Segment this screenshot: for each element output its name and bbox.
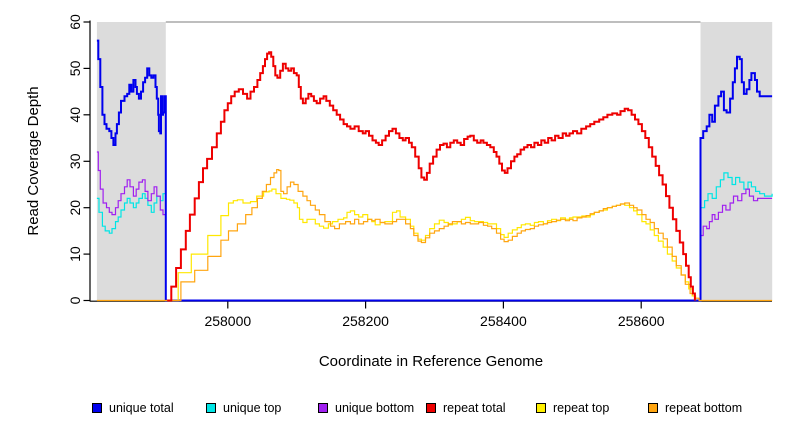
series-line-unique-top — [96, 193, 167, 301]
y-tick-label: 10 — [67, 246, 83, 262]
legend-item-label: unique top — [223, 401, 282, 415]
x-tick-label: 258400 — [480, 313, 527, 329]
shaded-unique-regions — [96, 22, 773, 301]
coverage-plot: 0 10 20 30 40 50 60 258000 258200 258400 258600 Co… — [25, 14, 773, 370]
y-tick-label: 30 — [67, 153, 83, 169]
legend-swatch-icon — [536, 403, 546, 413]
legend-item-label: repeat top — [553, 401, 610, 415]
x-tick-label: 258600 — [618, 313, 665, 329]
y-tick-label: 60 — [67, 14, 83, 30]
series-line-repeat-bottom — [96, 169, 773, 302]
y-tick-label: 20 — [67, 200, 83, 216]
series-lines — [96, 39, 773, 302]
x-tick-label: 258200 — [342, 313, 389, 329]
legend-swatch-icon — [318, 403, 328, 413]
legend-item-repeat-bottom: repeat bottom — [648, 401, 742, 415]
legend-item-repeat-total: repeat total — [426, 401, 506, 415]
legend-item-unique-top: unique top — [206, 401, 281, 415]
y-tick-label: 0 — [67, 296, 83, 304]
legend: unique total unique top unique bottom repea… — [0, 401, 792, 417]
legend-item-unique-bottom: unique bottom — [318, 401, 414, 415]
legend-item-repeat-top: repeat top — [536, 401, 609, 415]
x-tick-label: 258000 — [204, 313, 251, 329]
legend-item-label: repeat bottom — [665, 401, 743, 415]
axes: 0 10 20 30 40 50 60 258000 258200 258400 258600 — [67, 14, 772, 329]
unique-region-shade — [96, 22, 166, 301]
legend-item-label: unique bottom — [335, 401, 415, 415]
legend-swatch-icon — [426, 403, 436, 413]
legend-item-label: unique total — [109, 401, 174, 415]
y-axis-title: Read Coverage Depth — [25, 86, 42, 235]
legend-swatch-icon — [92, 403, 102, 413]
legend-item-unique-total: unique total — [92, 401, 174, 415]
legend-item-label: repeat total — [443, 401, 506, 415]
y-tick-label: 40 — [67, 107, 83, 123]
x-axis-title: Coordinate in Reference Genome — [319, 353, 543, 370]
legend-swatch-icon — [648, 403, 658, 413]
series-line-unique-bottom — [96, 151, 167, 301]
series-line-repeat-total — [167, 51, 696, 302]
series-line-unique-total — [96, 39, 773, 302]
series-line-unique-top — [699, 172, 773, 301]
series-line-unique-bottom — [699, 188, 773, 301]
y-tick-label: 50 — [67, 60, 83, 76]
legend-swatch-icon — [206, 403, 216, 413]
